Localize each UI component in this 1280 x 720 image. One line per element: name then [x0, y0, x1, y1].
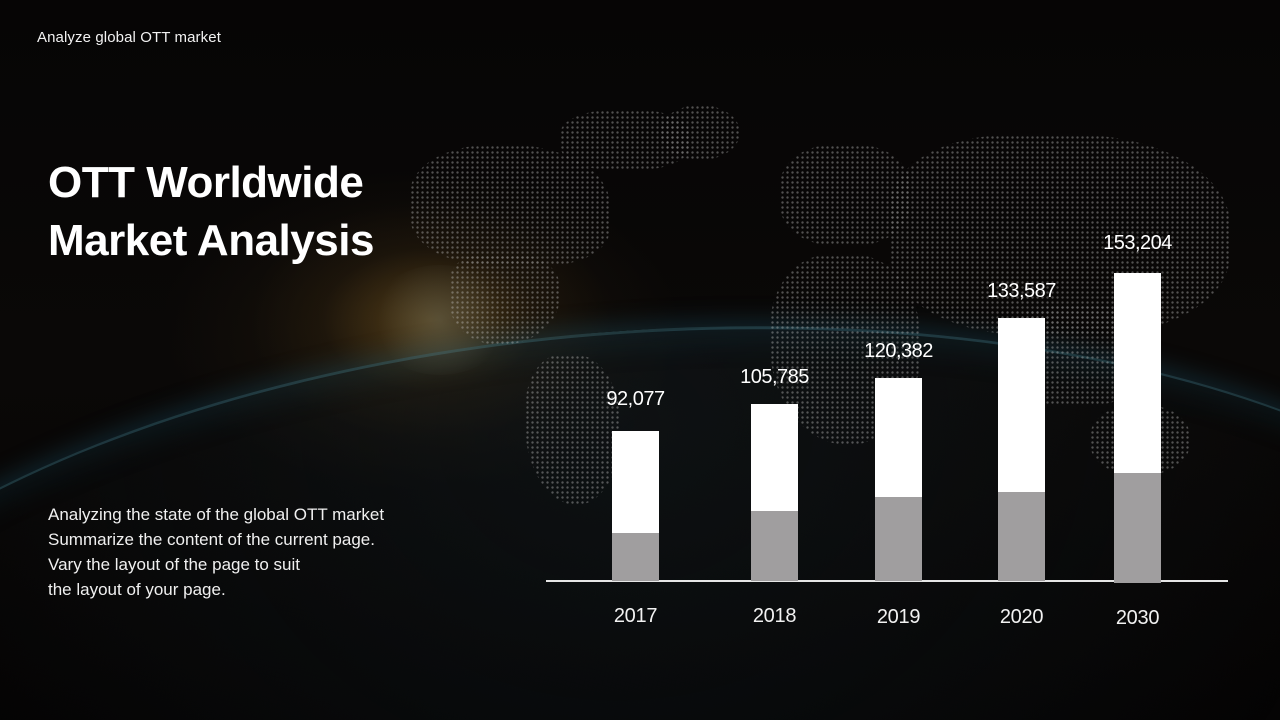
bar-2019 — [875, 378, 922, 581]
top-label: Analyze global OTT market — [37, 29, 221, 46]
category-label: 2019 — [876, 606, 921, 628]
page-title-line-2: Market Analysis — [48, 216, 374, 265]
bar-segment-upper — [612, 431, 659, 533]
bar-segment-lower — [1114, 473, 1161, 583]
page-title: OTT Worldwide Market Analysis — [48, 154, 374, 270]
description-line: Vary the layout of the page to suit — [48, 555, 301, 574]
bar-2017 — [612, 431, 659, 581]
bar-segment-upper — [875, 378, 922, 497]
value-label: 153,204 — [1103, 232, 1172, 254]
value-label: 133,587 — [987, 280, 1056, 302]
category-label: 2020 — [999, 606, 1044, 628]
bar-segment-lower — [998, 492, 1045, 581]
description-line: the layout of your page. — [48, 580, 226, 599]
bar-2018 — [751, 404, 798, 581]
value-label: 120,382 — [864, 340, 933, 362]
category-label: 2018 — [752, 605, 797, 627]
description-line: Summarize the content of the current pag… — [48, 530, 375, 549]
category-label: 2017 — [613, 605, 658, 627]
bar-segment-lower — [612, 533, 659, 581]
category-label: 2030 — [1115, 607, 1160, 629]
bar-segment-lower — [875, 497, 922, 581]
value-label: 105,785 — [740, 366, 809, 388]
description-line: Analyzing the state of the global OTT ma… — [48, 505, 385, 524]
description: Analyzing the state of the global OTT ma… — [48, 502, 384, 602]
x-axis-line — [546, 580, 1228, 582]
bar-2020 — [998, 318, 1045, 581]
bar-segment-upper — [751, 404, 798, 511]
bar-2030 — [1114, 273, 1161, 583]
value-label: 92,077 — [606, 388, 665, 410]
bar-segment-upper — [1114, 273, 1161, 473]
page-title-line-1: OTT Worldwide — [48, 158, 364, 207]
sun-glow-decoration — [370, 265, 510, 375]
bar-segment-lower — [751, 511, 798, 581]
bar-segment-upper — [998, 318, 1045, 492]
